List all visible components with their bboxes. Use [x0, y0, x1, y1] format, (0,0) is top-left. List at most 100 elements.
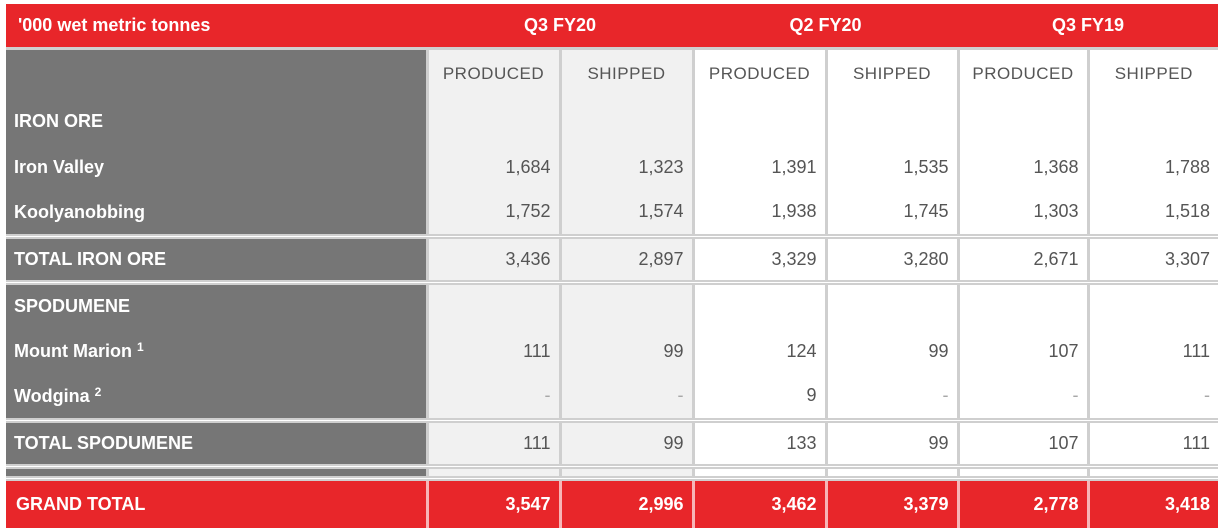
value-cell: 1,303 [956, 190, 1089, 236]
empty-cell [956, 279, 1089, 328]
period-header-q3-fy20: Q3 FY20 [427, 4, 694, 48]
value-cell: 107 [956, 417, 1089, 466]
iron-ore-item-row-label: Koolyanobbing [6, 190, 427, 236]
iron-ore-section-row: IRON ORE [6, 98, 1219, 144]
row-label-text: Mount Marion [14, 341, 132, 361]
value-cell: 1,788 [1086, 144, 1219, 190]
iron-ore-total-row-label: TOTAL IRON ORE [6, 233, 427, 282]
empty-cell [824, 98, 959, 144]
value-cell: 99 [558, 417, 694, 466]
subheader-shipped: SHIPPED [1086, 46, 1219, 98]
subheader-produced: PRODUCED [691, 46, 827, 98]
unit-label: '000 wet metric tonnes [6, 4, 427, 48]
value-cell: 99 [824, 328, 959, 374]
value-cell: 1,752 [425, 190, 560, 236]
value-cell: 1,574 [558, 190, 694, 236]
spacer-cell [6, 463, 427, 478]
value-cell: 1,535 [824, 144, 959, 190]
subheader-shipped: SHIPPED [558, 46, 694, 98]
value-cell: 111 [425, 328, 560, 374]
spodumene-item-row: Mount Marion 1 111 99 124 99 107 111 [6, 328, 1219, 374]
empty-cell [691, 279, 827, 328]
row-label-text: SPODUMENE [14, 295, 131, 316]
grand-total-value: 3,379 [824, 475, 959, 528]
value-cell: 111 [1086, 417, 1219, 466]
iron-ore-item-row-label: Iron Valley [6, 144, 427, 190]
subheader-row: PRODUCED SHIPPED PRODUCED SHIPPED PRODUC… [6, 46, 1219, 98]
spacer-cell [956, 463, 1089, 478]
spacer-cell [691, 463, 827, 478]
grand-total-value: 2,996 [558, 475, 694, 528]
empty-cell [824, 279, 959, 328]
value-cell: 99 [558, 328, 694, 374]
period-header-q3-fy19: Q3 FY19 [958, 4, 1219, 48]
grand-total-value: 3,547 [425, 475, 560, 528]
row-label-text: Koolyanobbing [14, 201, 145, 222]
value-cell: 2,671 [956, 233, 1089, 282]
iron-ore-item-row: Iron Valley 1,684 1,323 1,391 1,535 1,368 1,7… [6, 144, 1219, 190]
spacer-row [6, 463, 1219, 478]
empty-cell [956, 98, 1089, 144]
empty-cell [691, 98, 827, 144]
value-cell: 111 [1086, 328, 1219, 374]
value-cell: 1,938 [691, 190, 827, 236]
iron-ore-section-row-label: IRON ORE [6, 98, 427, 144]
value-cell: 133 [691, 417, 827, 466]
grand-total-value: 3,418 [1086, 475, 1219, 528]
row-label-text: Iron Valley [14, 157, 105, 177]
spodumene-section-row: SPODUMENE [6, 279, 1219, 328]
value-cell: - [824, 374, 959, 420]
subheader-shipped: SHIPPED [824, 46, 959, 98]
subheader-produced: PRODUCED [956, 46, 1089, 98]
empty-cell [558, 279, 694, 328]
value-cell: 107 [956, 328, 1089, 374]
value-cell: 1,745 [824, 190, 959, 236]
grand-total-value: 2,778 [956, 475, 1089, 528]
value-cell: - [1086, 374, 1219, 420]
footnote-marker: 2 [94, 384, 102, 399]
header-row: '000 wet metric tonnes Q3 FY20 Q2 FY20 Q… [6, 4, 1219, 48]
value-cell: 1,368 [956, 144, 1089, 190]
value-cell: 1,518 [1086, 190, 1219, 236]
spodumene-section-row-label: SPODUMENE [6, 279, 427, 328]
value-cell: 3,436 [425, 233, 560, 282]
grand-total-value: 3,462 [691, 475, 827, 528]
spodumene-item-row-label: Mount Marion 1 [6, 328, 427, 374]
footnote-marker: 1 [137, 340, 144, 354]
production-table: '000 wet metric tonnes Q3 FY20 Q2 FY20 Q… [6, 4, 1219, 528]
grand-total-label: GRAND TOTAL [6, 475, 427, 528]
subheader-produced: PRODUCED [425, 46, 560, 98]
grand-total-row: GRAND TOTAL 3,547 2,996 3,462 3,379 2,778 3,41… [6, 475, 1219, 528]
iron-ore-item-row: Koolyanobbing 1,752 1,574 1,938 1,745 1,303 1… [6, 190, 1219, 236]
value-cell: 124 [691, 328, 827, 374]
value-cell: 111 [425, 417, 560, 466]
period-header-q2-fy20: Q2 FY20 [693, 4, 959, 48]
spacer-cell [824, 463, 959, 478]
value-cell: 99 [824, 417, 959, 466]
row-label-text: IRON ORE [14, 110, 104, 131]
row-label-text: TOTAL SPODUMENE [14, 432, 194, 453]
value-cell: 3,280 [824, 233, 959, 282]
value-cell: 3,307 [1086, 233, 1219, 282]
subheader-blank [6, 46, 427, 98]
iron-ore-total-row: TOTAL IRON ORE 3,436 2,897 3,329 3,280 2,671 3… [6, 233, 1219, 282]
empty-cell [425, 279, 560, 328]
spodumene-total-row-label: TOTAL SPODUMENE [6, 417, 427, 466]
value-cell: 1,391 [691, 144, 827, 190]
empty-cell [1086, 98, 1219, 144]
value-cell: - [425, 374, 560, 420]
spacer-cell [1086, 463, 1219, 478]
spacer-cell [425, 463, 560, 478]
spodumene-total-row: TOTAL SPODUMENE 111 99 133 99 107 111 [6, 417, 1219, 466]
value-cell: 1,323 [558, 144, 694, 190]
value-cell: 9 [691, 374, 827, 420]
empty-cell [425, 98, 560, 144]
spodumene-item-row-label: Wodgina 2 [6, 374, 427, 420]
value-cell: 1,684 [425, 144, 560, 190]
row-label-text: Wodgina [14, 385, 90, 406]
empty-cell [558, 98, 694, 144]
spodumene-item-row: Wodgina 2--9--- [6, 374, 1219, 420]
value-cell: 3,329 [691, 233, 827, 282]
spacer-cell [558, 463, 694, 478]
row-label-text: TOTAL IRON ORE [14, 248, 167, 269]
